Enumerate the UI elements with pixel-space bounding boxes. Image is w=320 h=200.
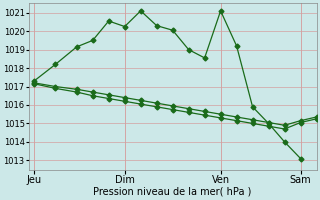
X-axis label: Pression niveau de la mer( hPa ): Pression niveau de la mer( hPa ) <box>93 187 252 197</box>
